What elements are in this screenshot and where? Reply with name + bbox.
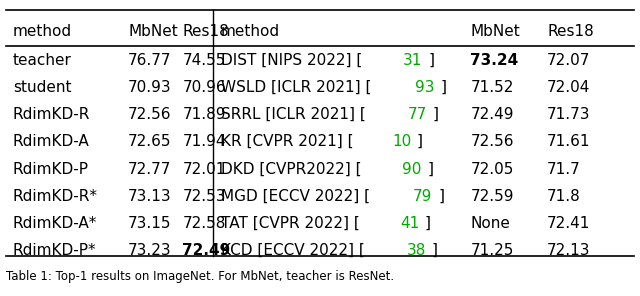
Text: 79: 79	[413, 189, 433, 204]
Text: KCD [ECCV 2022] [: KCD [ECCV 2022] [	[221, 243, 365, 258]
Text: ]: ]	[431, 243, 438, 258]
Text: 77: 77	[408, 107, 427, 122]
Text: 71.89: 71.89	[182, 107, 226, 122]
Text: 74.55: 74.55	[182, 53, 226, 67]
Text: MbNet: MbNet	[128, 24, 178, 38]
Text: 72.07: 72.07	[547, 53, 591, 67]
Text: WSLD [ICLR 2021] [: WSLD [ICLR 2021] [	[221, 80, 371, 95]
Text: ]: ]	[438, 189, 444, 204]
Text: MGD [ECCV 2022] [: MGD [ECCV 2022] [	[221, 189, 370, 204]
Text: 72.04: 72.04	[547, 80, 591, 95]
Text: 71.94: 71.94	[182, 134, 226, 149]
Text: 31: 31	[403, 53, 422, 67]
Text: KR [CVPR 2021] [: KR [CVPR 2021] [	[221, 134, 353, 149]
Text: ]: ]	[428, 162, 433, 176]
Text: RdimKD-A*: RdimKD-A*	[13, 216, 97, 231]
Text: 72.58: 72.58	[182, 216, 226, 231]
Text: 71.25: 71.25	[470, 243, 514, 258]
Text: ]: ]	[428, 53, 434, 67]
Text: 72.56: 72.56	[128, 107, 172, 122]
Text: Table 1: Top-1 results on ImageNet. For MbNet, teacher is ResNet.: Table 1: Top-1 results on ImageNet. For …	[6, 270, 394, 283]
Text: method: method	[221, 24, 280, 38]
Text: 72.65: 72.65	[128, 134, 172, 149]
Text: 71.52: 71.52	[470, 80, 514, 95]
Text: 72.01: 72.01	[182, 162, 226, 176]
Text: 73.23: 73.23	[128, 243, 172, 258]
Text: 90: 90	[403, 162, 422, 176]
Text: teacher: teacher	[13, 53, 72, 67]
Text: 71.7: 71.7	[547, 162, 581, 176]
Text: SRRL [ICLR 2021] [: SRRL [ICLR 2021] [	[221, 107, 365, 122]
Text: 71.61: 71.61	[547, 134, 591, 149]
Text: 72.59: 72.59	[470, 189, 514, 204]
Text: ]: ]	[433, 107, 438, 122]
Text: 72.49: 72.49	[470, 107, 514, 122]
Text: 72.49: 72.49	[182, 243, 230, 258]
Text: 41: 41	[400, 216, 419, 231]
Text: 72.53: 72.53	[182, 189, 226, 204]
Text: 73.15: 73.15	[128, 216, 172, 231]
Text: None: None	[470, 216, 510, 231]
Text: 72.41: 72.41	[547, 216, 591, 231]
Text: DKD [CVPR2022] [: DKD [CVPR2022] [	[221, 162, 362, 176]
Text: DIST [NIPS 2022] [: DIST [NIPS 2022] [	[221, 53, 362, 67]
Text: 71.73: 71.73	[547, 107, 591, 122]
Text: RdimKD-R: RdimKD-R	[13, 107, 90, 122]
Text: RdimKD-P: RdimKD-P	[13, 162, 89, 176]
Text: 71.8: 71.8	[547, 189, 581, 204]
Text: 70.96: 70.96	[182, 80, 226, 95]
Text: RdimKD-R*: RdimKD-R*	[13, 189, 98, 204]
Text: 93: 93	[415, 80, 435, 95]
Text: TAT [CVPR 2022] [: TAT [CVPR 2022] [	[221, 216, 360, 231]
Text: ]: ]	[417, 134, 423, 149]
Text: 72.56: 72.56	[470, 134, 514, 149]
Text: 73.24: 73.24	[470, 53, 518, 67]
Text: RdimKD-P*: RdimKD-P*	[13, 243, 97, 258]
Text: student: student	[13, 80, 71, 95]
Text: 72.05: 72.05	[470, 162, 514, 176]
Text: RdimKD-A: RdimKD-A	[13, 134, 90, 149]
Text: 73.13: 73.13	[128, 189, 172, 204]
Text: 72.77: 72.77	[128, 162, 172, 176]
Text: Res18: Res18	[547, 24, 594, 38]
Text: 70.93: 70.93	[128, 80, 172, 95]
Text: 38: 38	[406, 243, 426, 258]
Text: MbNet: MbNet	[470, 24, 520, 38]
Text: ]: ]	[425, 216, 431, 231]
Text: Res18: Res18	[182, 24, 229, 38]
Text: 72.13: 72.13	[547, 243, 591, 258]
Text: 76.77: 76.77	[128, 53, 172, 67]
Text: method: method	[13, 24, 72, 38]
Text: ]: ]	[440, 80, 446, 95]
Text: 10: 10	[392, 134, 411, 149]
